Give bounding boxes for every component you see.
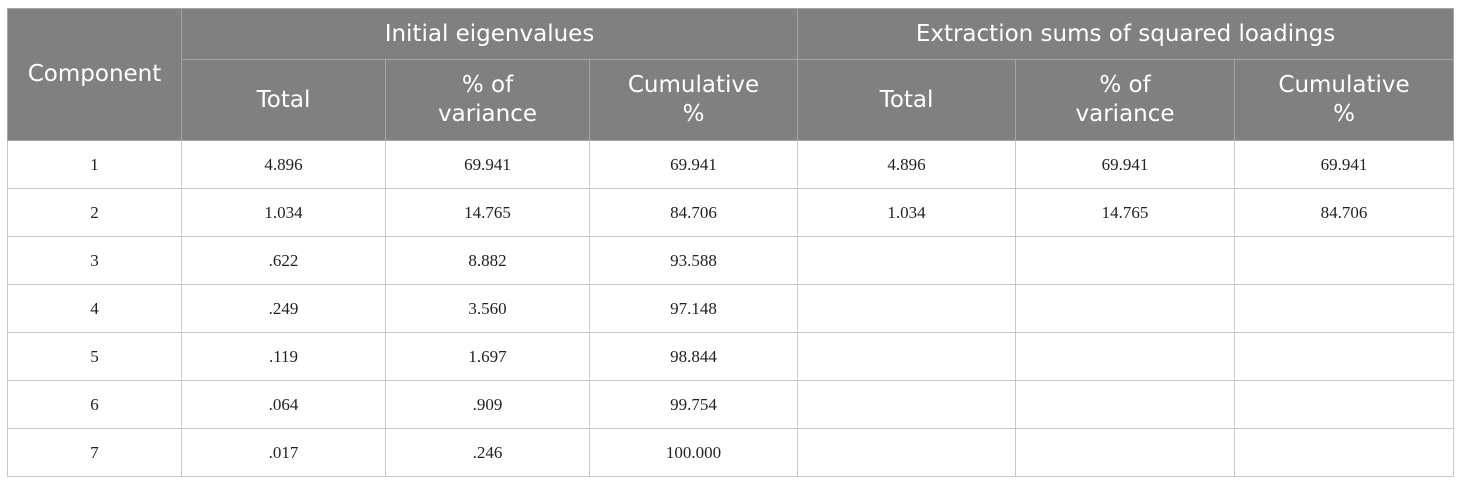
extraction-total-cell: 1.034	[797, 188, 1017, 237]
initial-cumulative-cell: 93.588	[588, 236, 799, 285]
extraction-cumulative-cell	[1234, 284, 1455, 333]
header-row-groups: Component Initial eigenvalues Extraction…	[7, 8, 1455, 141]
initial-total-label: Total	[256, 86, 311, 113]
initial-cumulative-cell: 69.941	[588, 140, 799, 189]
component-cell: 4	[7, 284, 182, 333]
table-row: 7 .017 .246 100.000	[7, 428, 1455, 477]
initial-cumulative-header: Cumulative %	[588, 59, 799, 141]
initial-total-cell: .064	[181, 380, 386, 429]
extraction-total-cell	[797, 284, 1017, 333]
component-header: Component	[7, 8, 182, 141]
extraction-total-cell	[797, 380, 1017, 429]
extraction-variance-cell	[1015, 236, 1236, 285]
table-row: 6 .064 .909 99.754	[7, 380, 1455, 429]
initial-variance-header: % of variance	[385, 59, 590, 141]
extraction-cumulative-label: Cumulative %	[1278, 72, 1410, 127]
extraction-cumulative-cell: 69.941	[1234, 140, 1455, 189]
table-header: Component Initial eigenvalues Extraction…	[7, 8, 1455, 141]
extraction-total-cell: 4.896	[797, 140, 1017, 189]
initial-variance-cell: 3.560	[385, 284, 590, 333]
extraction-variance-cell	[1015, 380, 1236, 429]
extraction-cumulative-cell	[1234, 236, 1455, 285]
header-row-subheaders: Total % of variance Cumulative % Total %…	[8, 59, 1455, 141]
table-row: 3 .622 8.882 93.588	[7, 236, 1455, 285]
component-cell: 7	[7, 428, 182, 477]
extraction-total-cell	[797, 428, 1017, 477]
initial-variance-label: % of variance	[437, 72, 538, 127]
initial-variance-cell: 14.765	[385, 188, 590, 237]
extraction-cumulative-header: Cumulative %	[1234, 59, 1455, 141]
extraction-cumulative-cell	[1234, 380, 1455, 429]
extraction-variance-cell	[1015, 332, 1236, 381]
extraction-total-cell	[797, 332, 1017, 381]
initial-cumulative-cell: 84.706	[588, 188, 799, 237]
initial-total-cell: .017	[181, 428, 386, 477]
table-row: 5 .119 1.697 98.844	[7, 332, 1455, 381]
initial-cumulative-cell: 98.844	[588, 332, 799, 381]
table-row: 4 .249 3.560 97.148	[7, 284, 1455, 333]
table-row: 1 4.896 69.941 69.941 4.896 69.941 69.94…	[7, 140, 1455, 189]
initial-variance-cell: 69.941	[385, 140, 590, 189]
eigenvalues-table: Component Initial eigenvalues Extraction…	[7, 8, 1455, 477]
extraction-cumulative-cell	[1234, 428, 1455, 477]
extraction-cumulative-cell	[1234, 332, 1455, 381]
initial-variance-cell: .246	[385, 428, 590, 477]
initial-variance-cell: .909	[385, 380, 590, 429]
table-body: 1 4.896 69.941 69.941 4.896 69.941 69.94…	[7, 140, 1455, 477]
initial-total-cell: .249	[181, 284, 386, 333]
component-cell: 3	[7, 236, 182, 285]
extraction-variance-cell	[1015, 428, 1236, 477]
component-cell: 5	[7, 332, 182, 381]
initial-total-cell: 1.034	[181, 188, 386, 237]
initial-total-cell: .622	[181, 236, 386, 285]
initial-eigenvalues-header: Initial eigenvalues	[180, 8, 799, 60]
extraction-total-header: Total	[797, 59, 1017, 141]
initial-total-cell: .119	[181, 332, 386, 381]
component-cell: 6	[7, 380, 182, 429]
initial-variance-cell: 1.697	[385, 332, 590, 381]
extraction-variance-cell	[1015, 284, 1236, 333]
initial-cumulative-cell: 99.754	[588, 380, 799, 429]
table-row: 2 1.034 14.765 84.706 1.034 14.765 84.70…	[7, 188, 1455, 237]
component-cell: 1	[7, 140, 182, 189]
extraction-variance-cell: 69.941	[1015, 140, 1236, 189]
extraction-variance-header: % of variance	[1015, 59, 1236, 141]
initial-cumulative-cell: 100.000	[588, 428, 799, 477]
extraction-total-cell	[797, 236, 1017, 285]
extraction-variance-cell: 14.765	[1015, 188, 1236, 237]
extraction-variance-label: % of variance	[1075, 72, 1175, 127]
extraction-total-label: Total	[879, 86, 934, 113]
initial-cumulative-label: Cumulative %	[627, 72, 760, 127]
extraction-cumulative-cell: 84.706	[1234, 188, 1455, 237]
extraction-sums-header: Extraction sums of squared loadings	[797, 8, 1455, 60]
component-cell: 2	[7, 188, 182, 237]
initial-total-cell: 4.896	[181, 140, 386, 189]
initial-cumulative-cell: 97.148	[588, 284, 799, 333]
initial-variance-cell: 8.882	[385, 236, 590, 285]
initial-total-header: Total	[181, 59, 386, 141]
